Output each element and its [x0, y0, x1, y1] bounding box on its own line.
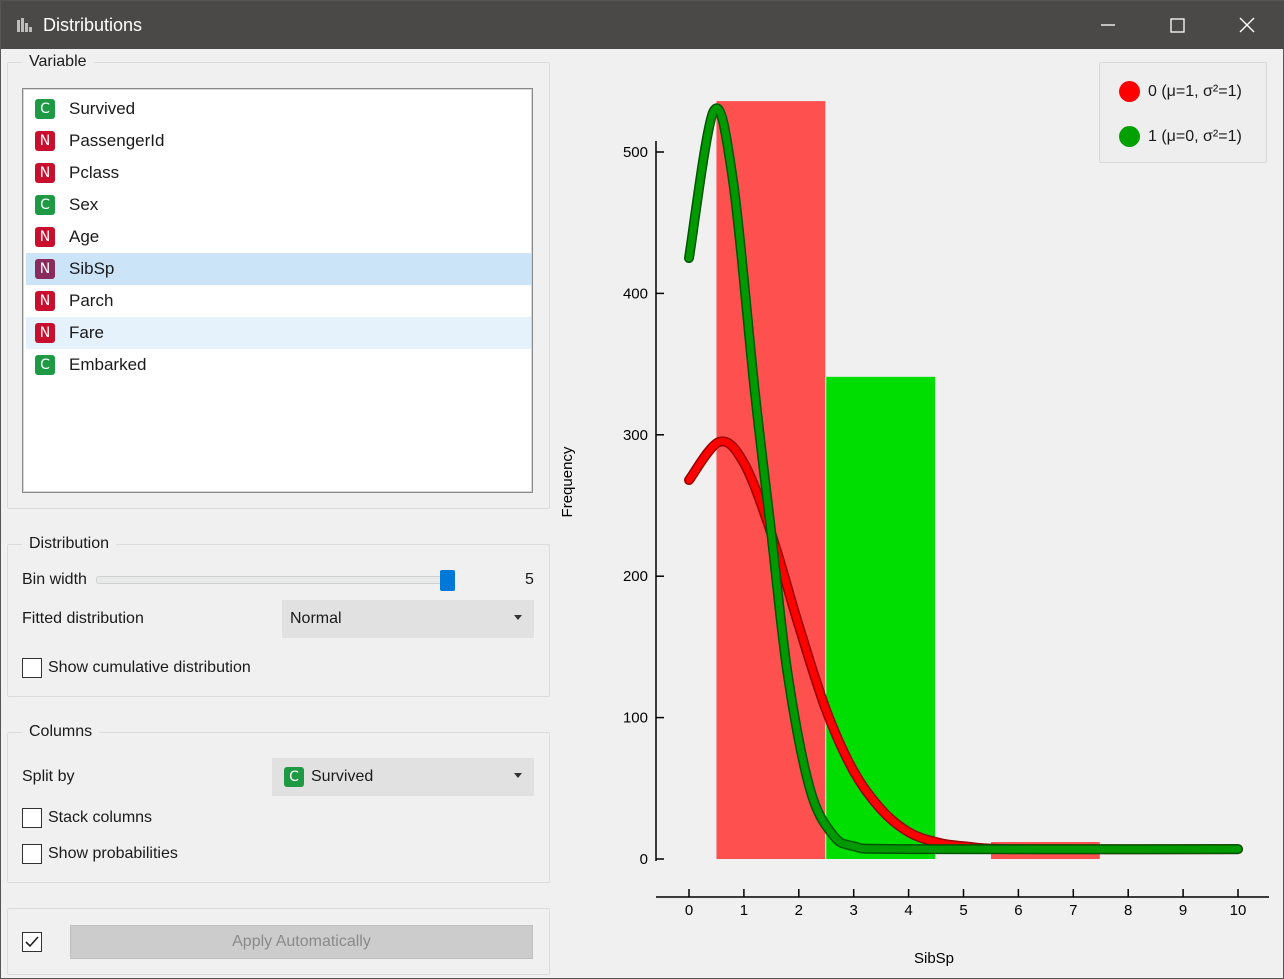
- x-tick-label-3: 3: [850, 902, 858, 919]
- variable-item-label: Embarked: [69, 355, 147, 374]
- variable-list[interactable]: C Survived N PassengerId N Pclass C Sex N Age N Sib…: [22, 88, 533, 493]
- window-title: Distributions: [43, 15, 143, 35]
- bin-width-label: Bin width: [22, 571, 87, 588]
- split-by-label: Split by: [22, 768, 75, 785]
- variable-item-label: Age: [69, 227, 100, 246]
- show-cumulative-label: Show cumulative distribution: [48, 659, 251, 676]
- legend-item: 0 (μ=1, σ²=1): [1119, 81, 1242, 102]
- x-tick-label-9: 9: [1179, 902, 1187, 919]
- numeric-type-icon: N: [35, 131, 55, 151]
- legend-item: 1 (μ=0, σ²=1): [1119, 126, 1242, 147]
- check-icon: [25, 936, 39, 948]
- maximize-button[interactable]: [1142, 1, 1212, 49]
- variable-item-parch[interactable]: N Parch: [26, 285, 531, 317]
- variable-item-label: Sex: [69, 195, 99, 214]
- numeric-type-icon: N: [35, 323, 55, 343]
- variable-item-sex[interactable]: C Sex: [26, 189, 531, 221]
- maximize-icon: [1169, 17, 1185, 33]
- split-by-value: Survived: [311, 768, 374, 785]
- variable-item-label: Fare: [69, 323, 104, 342]
- variable-item-embarked[interactable]: C Embarked: [26, 349, 531, 381]
- show-probabilities-checkbox[interactable]: [22, 844, 42, 864]
- categorical-type-icon: C: [284, 767, 304, 787]
- apply-automatically-button[interactable]: Apply Automatically: [70, 925, 533, 959]
- auto-apply-checkbox[interactable]: [22, 932, 42, 952]
- show-cumulative-checkbox[interactable]: [22, 658, 42, 678]
- show-probabilities-label: Show probabilities: [48, 845, 178, 862]
- distribution-group-title: Distribution: [22, 535, 117, 553]
- numeric-type-icon: N: [35, 291, 55, 311]
- stack-columns-label: Stack columns: [48, 809, 153, 826]
- x-tick-label-7: 7: [1069, 902, 1077, 919]
- legend-dot-icon: [1119, 81, 1140, 102]
- categorical-type-icon: C: [35, 195, 55, 215]
- x-axis-label: SibSp: [914, 950, 954, 967]
- x-tick-label-4: 4: [904, 902, 912, 919]
- categorical-type-icon: C: [35, 355, 55, 375]
- apply-group: [7, 908, 550, 975]
- x-tick-label-0: 0: [685, 902, 693, 919]
- bin-width-slider-handle[interactable]: [440, 570, 455, 591]
- bar-series-1-1: [826, 376, 936, 859]
- variable-item-label: Survived: [69, 99, 136, 118]
- x-tick-label-5: 5: [959, 902, 967, 919]
- dropdown-arrow-icon: [514, 773, 522, 778]
- numeric-type-icon: N: [35, 227, 55, 247]
- close-button[interactable]: [1212, 1, 1282, 49]
- categorical-type-icon: C: [35, 99, 55, 119]
- chart-legend: 0 (μ=1, σ²=1) 1 (μ=0, σ²=1): [1099, 62, 1267, 163]
- minimize-icon: [1101, 24, 1115, 26]
- fit-curve-series-1: [685, 105, 1242, 853]
- stack-columns-checkbox[interactable]: [22, 808, 42, 828]
- legend-label: 0 (μ=1, σ²=1): [1148, 82, 1242, 100]
- variable-item-age[interactable]: N Age: [26, 221, 531, 253]
- bin-width-slider[interactable]: [96, 576, 454, 584]
- legend-label: 1 (μ=0, σ²=1): [1148, 127, 1242, 145]
- x-tick-label-6: 6: [1014, 902, 1022, 919]
- fitted-distribution-select[interactable]: Normal: [282, 600, 534, 638]
- y-axis-label: Frequency: [559, 446, 576, 517]
- close-icon: [1239, 17, 1255, 33]
- dropdown-arrow-icon: [514, 615, 522, 620]
- variable-group: [7, 62, 550, 509]
- x-tick-label-1: 1: [740, 902, 748, 919]
- numeric-type-icon: N: [35, 259, 55, 279]
- variable-item-label: SibSp: [69, 259, 115, 278]
- variable-item-survived[interactable]: C Survived: [26, 93, 531, 125]
- numeric-type-icon: N: [35, 163, 55, 183]
- x-tick-label-10: 10: [1230, 902, 1247, 919]
- title-bar: Distributions: [1, 1, 1284, 49]
- distribution-chart: 0 100 200 300 400 500 0 1 2 3 4 5 6 7 8 9 10 SibSp Frequen…: [559, 101, 1269, 967]
- variable-item-passengerid[interactable]: N PassengerId: [26, 125, 531, 157]
- variable-group-title: Variable: [22, 53, 94, 71]
- fitted-distribution-label: Fitted distribution: [22, 610, 144, 627]
- columns-group: [7, 732, 550, 883]
- split-by-select[interactable]: C Survived: [272, 758, 534, 796]
- y-tick-label-0: 0: [640, 851, 648, 868]
- columns-group-title: Columns: [22, 723, 100, 741]
- y-tick-label-200: 200: [623, 568, 648, 585]
- y-tick-label-300: 300: [623, 427, 648, 444]
- minimize-button[interactable]: [1073, 1, 1143, 49]
- distribution-group: [7, 544, 550, 697]
- distributions-app-icon: [17, 18, 32, 32]
- y-tick-label-400: 400: [623, 285, 648, 302]
- variable-item-fare[interactable]: N Fare: [26, 317, 531, 349]
- x-tick-label-8: 8: [1124, 902, 1132, 919]
- variable-item-label: Pclass: [69, 163, 120, 182]
- fitted-distribution-value: Normal: [290, 610, 342, 627]
- y-tick-label-100: 100: [623, 710, 648, 727]
- legend-dot-icon: [1119, 126, 1140, 147]
- variable-item-label: PassengerId: [69, 131, 165, 150]
- y-tick-label-500: 500: [623, 144, 648, 161]
- variable-item-label: Parch: [69, 291, 114, 310]
- variable-item-pclass[interactable]: N Pclass: [26, 157, 531, 189]
- variable-item-sibsp[interactable]: N SibSp: [26, 253, 531, 285]
- bin-width-value: 5: [525, 571, 534, 588]
- x-tick-label-2: 2: [795, 902, 803, 919]
